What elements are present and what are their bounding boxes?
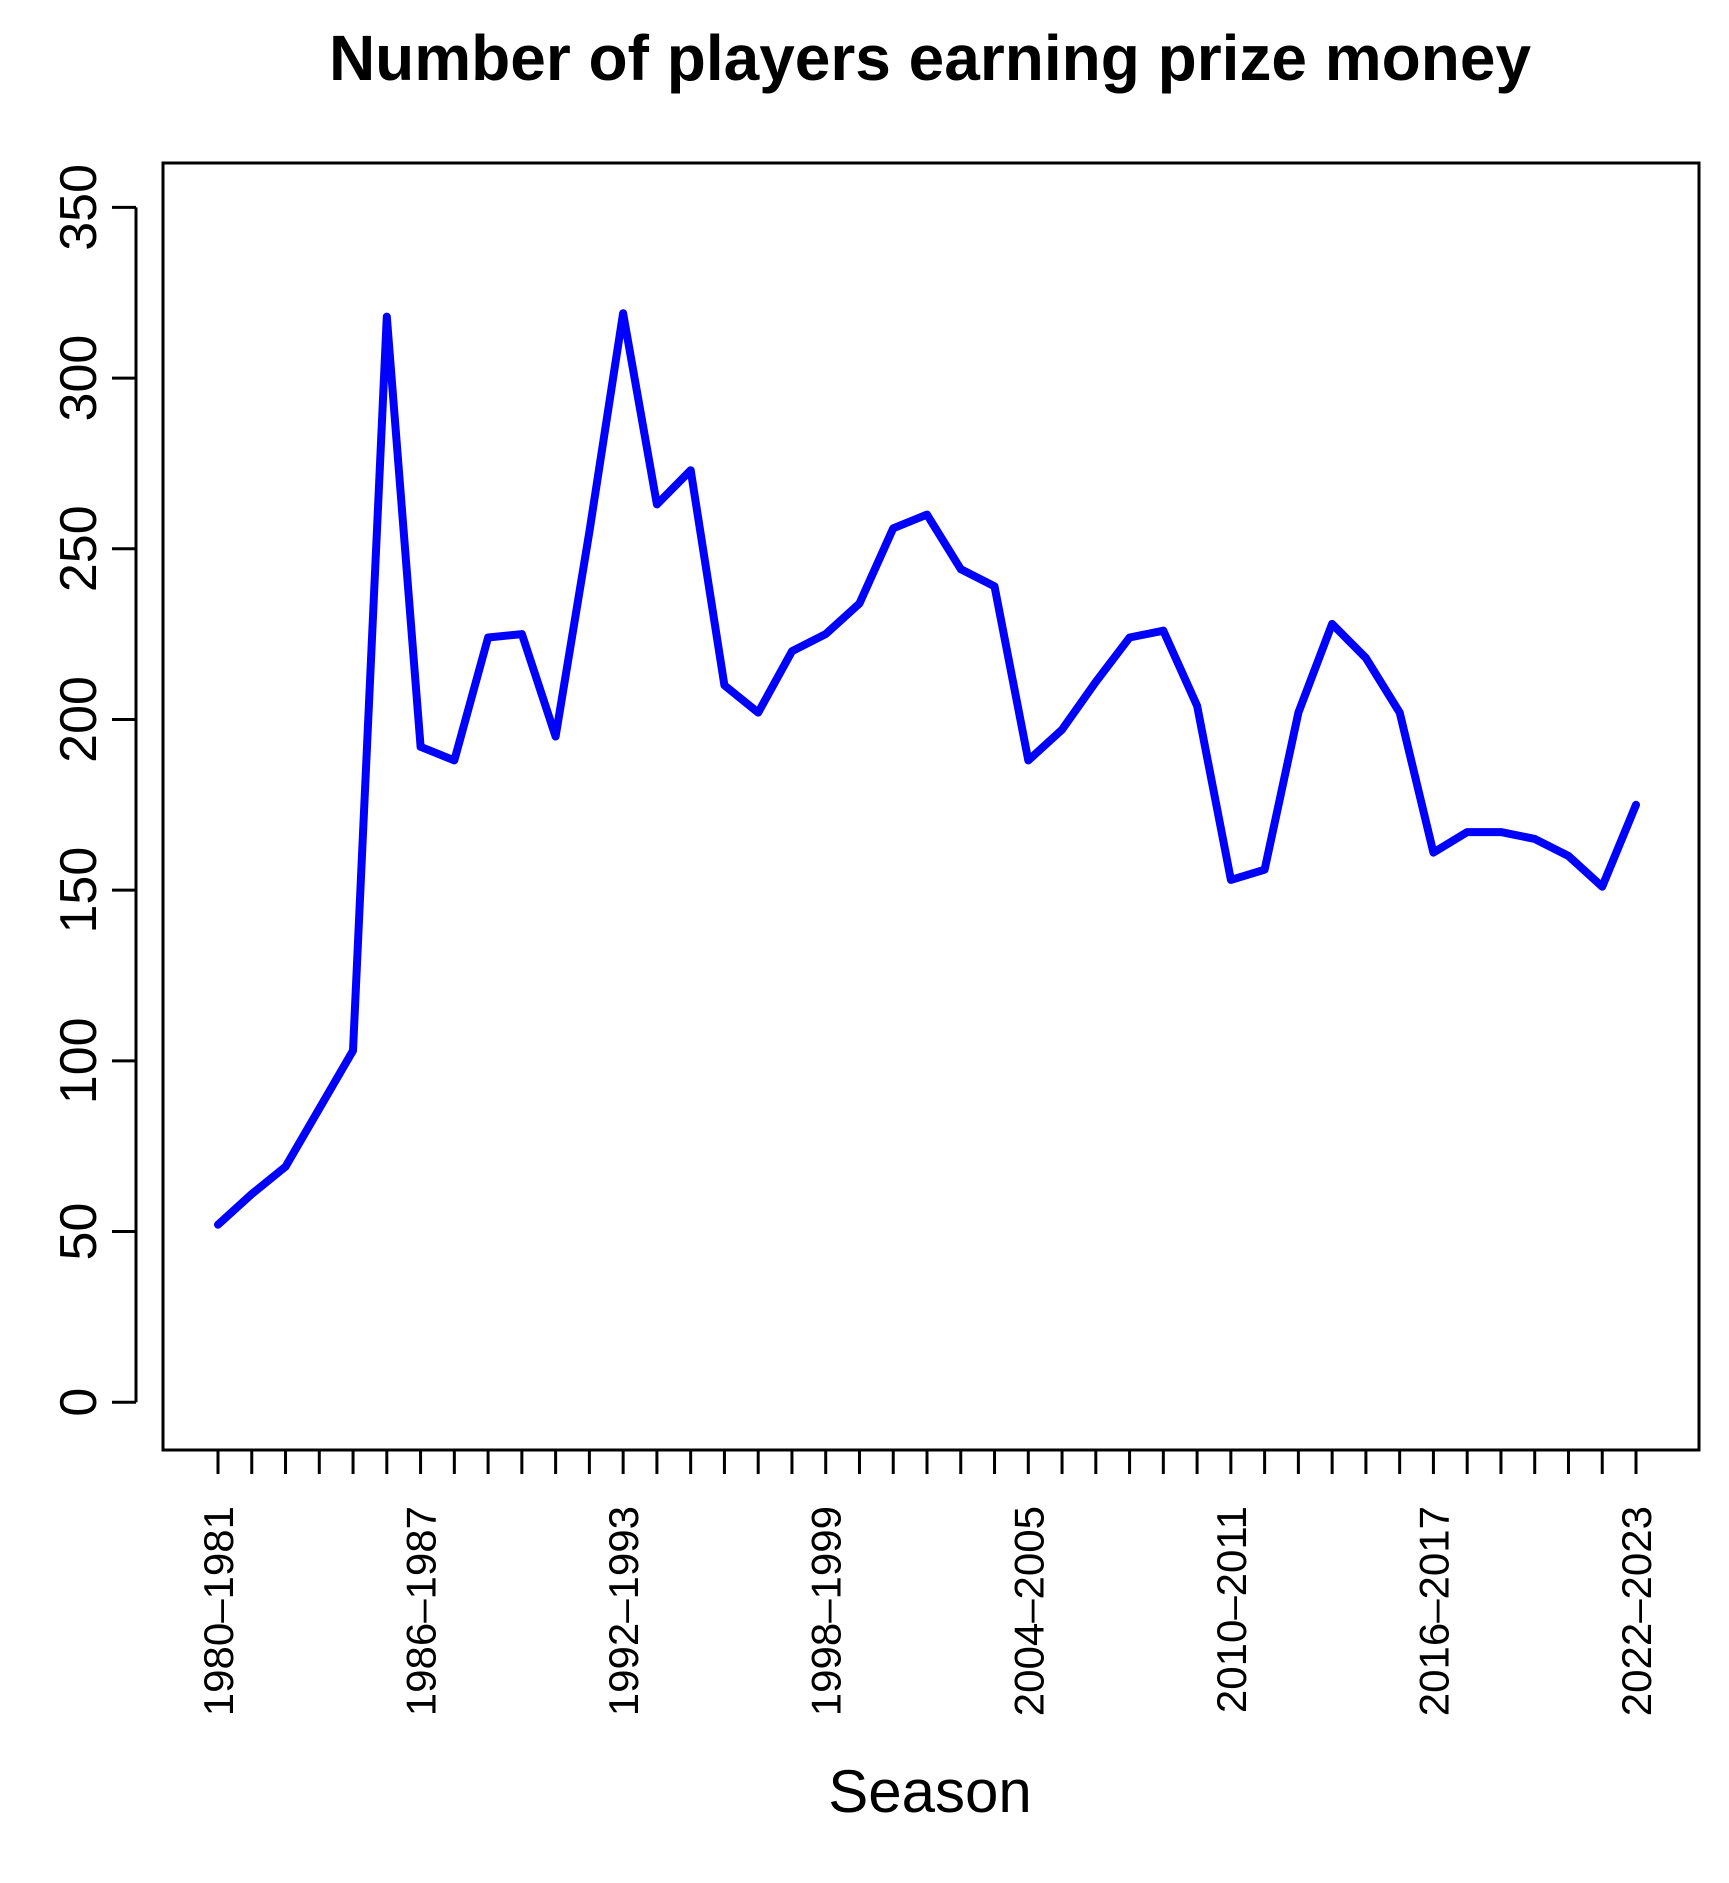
x-tick-label: 1980–1981 <box>195 1506 242 1716</box>
y-tick-label: 100 <box>50 1017 108 1104</box>
chart-title: Number of players earning prize money <box>329 22 1532 94</box>
series-layer <box>214 309 1640 1229</box>
x-axis: 1980–1981 1986–1987 1992–1993 1998–1999 2004… <box>195 1448 1660 1716</box>
x-axis-label: Season <box>828 1758 1032 1825</box>
x-tick-label: 2022–2023 <box>1613 1506 1660 1716</box>
series-line <box>214 309 1640 1229</box>
y-tick-label: 50 <box>50 1203 108 1261</box>
y-tick-label: 0 <box>50 1388 108 1417</box>
y-tick-label: 250 <box>50 505 108 592</box>
x-tick-label: 2004–2005 <box>1005 1506 1052 1716</box>
x-tick-label: 2010–2011 <box>1208 1506 1255 1713</box>
y-tick-label: 150 <box>50 847 108 934</box>
y-tick-label: 200 <box>50 676 108 763</box>
y-axis: 0 50 100 150 200 250 300 350 <box>50 164 138 1417</box>
x-tick-label: 2016–2017 <box>1410 1506 1457 1716</box>
y-tick-label: 350 <box>50 164 108 251</box>
x-tick-label: 1992–1993 <box>600 1506 647 1716</box>
x-tick-label: 1986–1987 <box>398 1506 445 1716</box>
x-tick-label: 1998–1999 <box>803 1506 850 1716</box>
y-tick-label: 300 <box>50 335 108 422</box>
